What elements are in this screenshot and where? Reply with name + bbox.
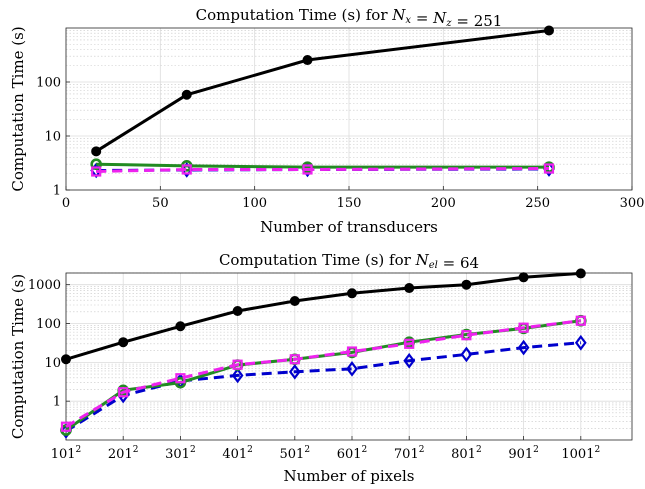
series-line bbox=[96, 167, 550, 173]
x-tick-label: 1012 bbox=[51, 445, 82, 462]
x-tick-label: 250 bbox=[525, 196, 550, 211]
data-point bbox=[403, 352, 416, 369]
data-point bbox=[91, 146, 102, 157]
x-tick-label: 7012 bbox=[394, 445, 425, 462]
y-tick-label: 10 bbox=[44, 356, 61, 371]
data-point bbox=[575, 315, 586, 326]
data-point bbox=[181, 89, 192, 100]
x-axis-label: Number of pixels bbox=[283, 467, 414, 485]
x-tick-label: 50 bbox=[152, 196, 169, 211]
data-point bbox=[91, 166, 102, 177]
data-point bbox=[302, 164, 313, 175]
data-point bbox=[518, 272, 529, 283]
data-point bbox=[461, 279, 472, 290]
data-point bbox=[231, 367, 244, 384]
data-point bbox=[517, 339, 530, 356]
data-point bbox=[232, 359, 243, 370]
data-point bbox=[61, 354, 71, 365]
data-point bbox=[543, 25, 554, 36]
y-tick-label: 100 bbox=[36, 317, 61, 332]
data-point bbox=[543, 163, 555, 174]
data-point bbox=[288, 363, 301, 380]
series-line bbox=[65, 271, 581, 361]
chart-title: Computation Time (s) for Nx = Nz = 251 bbox=[196, 6, 503, 30]
data-point bbox=[118, 337, 129, 348]
series-4 bbox=[91, 163, 555, 177]
x-tick-label: 0 bbox=[62, 196, 70, 211]
y-tick-label: 1 bbox=[53, 184, 61, 199]
series-line bbox=[65, 319, 581, 428]
x-tick-label: 200 bbox=[431, 196, 456, 211]
data-point bbox=[346, 346, 358, 357]
series-line bbox=[95, 29, 550, 153]
x-tick-label: 100 bbox=[242, 196, 267, 211]
x-tick-label: 9012 bbox=[508, 445, 539, 462]
data-point bbox=[518, 322, 529, 333]
data-point bbox=[574, 334, 587, 351]
data-point bbox=[232, 306, 243, 317]
data-point bbox=[175, 321, 186, 332]
y-tick-label: 1 bbox=[53, 395, 61, 410]
y-axis-label: Computation Time (s) bbox=[9, 26, 27, 191]
series-line bbox=[96, 162, 549, 169]
series-1 bbox=[61, 268, 586, 365]
data-point bbox=[175, 373, 186, 384]
x-tick-label: 4012 bbox=[222, 445, 253, 462]
y-tick-label: 10 bbox=[44, 130, 61, 145]
data-point bbox=[346, 361, 358, 377]
chart-2: 1012 2012 3012 4012 5012 6012 7012 8012 9012 1001… bbox=[9, 251, 633, 485]
x-tick-label: 3012 bbox=[165, 445, 196, 462]
series-1 bbox=[91, 25, 554, 157]
chart-1: 0 50 100 150 200 250 300 1 10 100 Computation Time… bbox=[9, 6, 644, 236]
chart-title: Computation Time (s) for Nel = 64 bbox=[219, 251, 479, 272]
data-point bbox=[60, 421, 72, 432]
data-point bbox=[118, 387, 129, 398]
data-point bbox=[461, 330, 472, 341]
x-tick-label: 10012 bbox=[561, 445, 600, 462]
x-tick-label: 6012 bbox=[337, 445, 368, 462]
y-axis-label: Computation Time (s) bbox=[9, 274, 27, 439]
data-point bbox=[460, 346, 473, 363]
x-tick-label: 5012 bbox=[280, 445, 311, 462]
series-line bbox=[65, 341, 581, 433]
data-point bbox=[302, 55, 313, 66]
data-point bbox=[347, 288, 357, 299]
x-tick-label: 2012 bbox=[108, 445, 139, 462]
x-tick-label: 150 bbox=[337, 196, 362, 211]
x-tick-label: 300 bbox=[620, 196, 645, 211]
series-line bbox=[65, 319, 582, 432]
x-axis-label: Number of transducers bbox=[260, 218, 438, 236]
y-tick-label: 100 bbox=[36, 76, 61, 91]
data-point bbox=[289, 354, 300, 365]
data-point bbox=[404, 338, 415, 349]
data-point bbox=[404, 283, 415, 294]
data-point bbox=[575, 268, 586, 279]
x-tick-label: 8012 bbox=[451, 445, 482, 462]
series-4 bbox=[60, 315, 586, 432]
data-point bbox=[90, 158, 102, 171]
y-tick-label: 1000 bbox=[28, 278, 61, 293]
data-point bbox=[181, 164, 192, 175]
data-point bbox=[289, 296, 300, 307]
